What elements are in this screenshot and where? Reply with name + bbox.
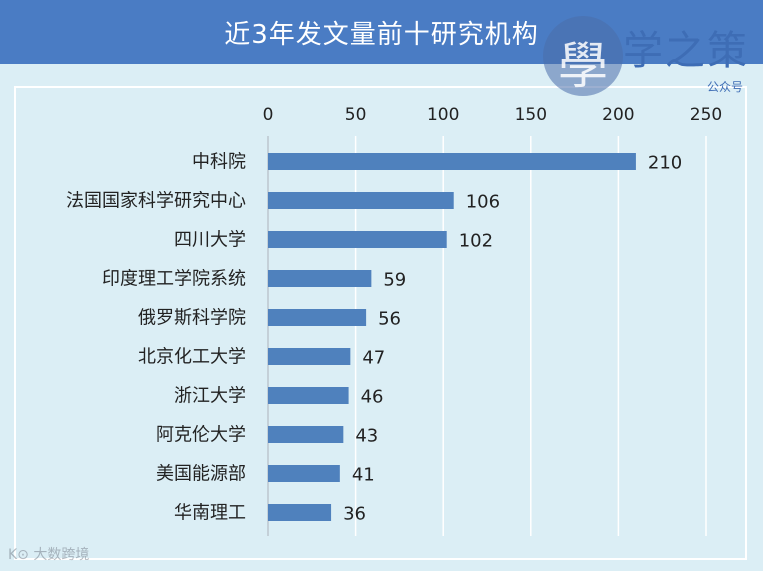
- watermark: K⊙ 大数跨境: [8, 547, 90, 563]
- bar: [268, 465, 340, 482]
- bar: [268, 504, 332, 521]
- bar: [268, 192, 454, 209]
- category-label: 阿克伦大学: [156, 425, 246, 446]
- bar: [268, 153, 636, 170]
- bar: [268, 426, 344, 443]
- x-tick-label: 200: [602, 105, 634, 125]
- header-band: [0, 0, 763, 64]
- bar: [268, 348, 351, 365]
- logo-name: 学之策: [623, 28, 749, 74]
- page-title: 近3年发文量前十研究机构: [224, 20, 539, 50]
- data-label: 46: [361, 387, 384, 408]
- data-label: 59: [383, 270, 406, 291]
- x-tick-label: 0: [263, 105, 274, 125]
- x-tick-label: 250: [690, 105, 722, 125]
- logo-subtitle: 公众号: [706, 80, 743, 94]
- bar: [268, 387, 349, 404]
- category-label: 华南理工: [174, 503, 246, 524]
- data-label: 210: [648, 153, 682, 174]
- data-label: 43: [355, 426, 378, 447]
- bar: [268, 270, 372, 287]
- category-label: 中科院: [192, 152, 246, 173]
- x-tick-label: 50: [345, 105, 367, 125]
- x-tick-label: 100: [427, 105, 459, 125]
- category-label: 俄罗斯科学院: [138, 308, 246, 329]
- bar: [268, 309, 367, 326]
- logo-emblem: [543, 16, 623, 96]
- x-tick-label: 150: [515, 105, 547, 125]
- logo-emblem-char: 學: [558, 37, 608, 95]
- logo: 學 学之策 公众号: [541, 12, 763, 100]
- category-label: 印度理工学院系统: [102, 269, 246, 290]
- category-label: 浙江大学: [174, 386, 246, 407]
- data-label: 56: [378, 309, 401, 330]
- data-label: 106: [466, 192, 500, 213]
- data-label: 102: [459, 231, 493, 252]
- data-label: 36: [343, 504, 366, 525]
- category-label: 北京化工大学: [138, 347, 246, 368]
- bar: [268, 231, 447, 248]
- data-label: 47: [362, 348, 385, 369]
- category-label: 美国能源部: [156, 464, 246, 485]
- category-label: 法国国家科学研究中心: [66, 191, 246, 212]
- category-label: 四川大学: [174, 230, 246, 251]
- data-label: 41: [352, 465, 375, 486]
